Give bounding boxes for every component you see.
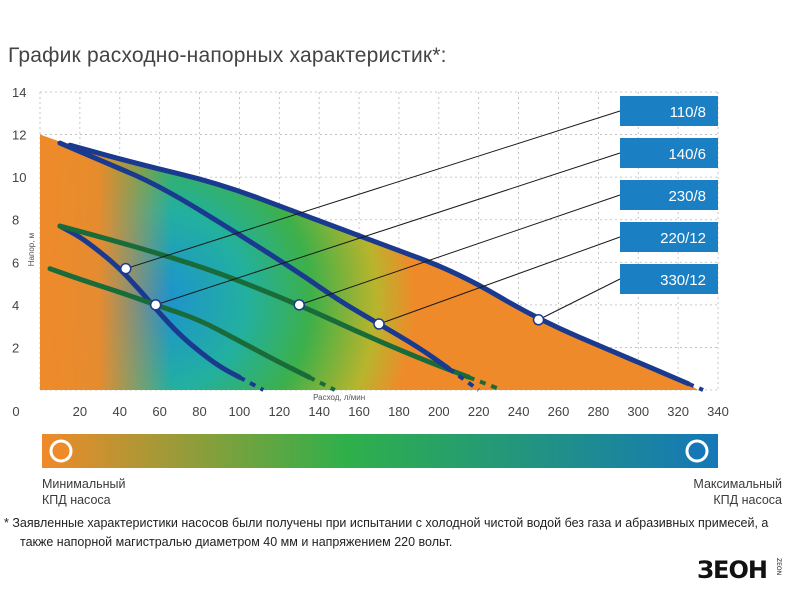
footnote: * Заявленные характеристики насосов были… (4, 514, 800, 552)
series-extension-110-8 (238, 375, 265, 392)
legend-label-330-12: 330/12 (660, 272, 706, 289)
efficiency-gradient-bar (42, 434, 718, 468)
series-extension-140-6 (308, 375, 336, 392)
x-axis-label: Расход, л/мин (313, 393, 365, 402)
max-label-line2: КПД насоса (713, 493, 782, 507)
y-tick-label: 10 (12, 170, 26, 185)
x-tick-label: 20 (73, 404, 87, 419)
footnote-line1: * Заявленные характеристики насосов были… (4, 516, 769, 530)
legend-label-220-12: 220/12 (660, 230, 706, 247)
max-label-line1: Максимальный (693, 477, 782, 491)
x-tick-label: 200 (428, 404, 450, 419)
x-tick-label: 120 (268, 404, 290, 419)
x-tick-label: 60 (152, 404, 166, 419)
x-tick-label: 80 (192, 404, 206, 419)
y-tick-label: 4 (12, 298, 19, 313)
legend-box-140-6 (620, 138, 718, 168)
series-line-330-12 (67, 142, 691, 387)
series-line-220-12 (57, 140, 452, 372)
legend-box-220-12 (620, 222, 718, 252)
operating-area-left-edge (40, 134, 699, 390)
legend-connector-220-12 (378, 236, 621, 325)
y-tick-label: 14 (12, 85, 26, 100)
max-efficiency-label: Максимальный КПД насоса (693, 476, 782, 508)
page-title: График расходно-напорных характеристик*: (8, 44, 447, 67)
y-tick-label: 2 (12, 340, 19, 355)
footnote-line2: также напорной магистралью диаметром 40 … (20, 535, 453, 549)
x-tick-label: 40 (113, 404, 127, 419)
legend-box-110-8 (620, 96, 718, 126)
x-tick-label: 240 (508, 404, 530, 419)
x-tick-label: 0 (12, 404, 19, 419)
min-label-line2: КПД насоса (42, 493, 111, 507)
y-axis-label: Напор, м (27, 233, 36, 266)
legend-connector-330-12 (538, 278, 621, 321)
legend-label-110-8: 110/8 (670, 104, 706, 121)
legend-box-230-8 (620, 180, 718, 210)
min-label-line1: Минимальный (42, 477, 126, 491)
min-efficiency-label: Минимальный КПД насоса (42, 476, 126, 508)
x-tick-label: 160 (348, 404, 370, 419)
y-tick-label: 6 (12, 255, 19, 270)
min-efficiency-marker (49, 439, 73, 463)
zeon-logo: ЗЕОН (697, 556, 768, 584)
series-marker-110-8 (119, 262, 132, 275)
series-marker-140-6 (149, 299, 162, 311)
y-tick-label: 12 (12, 128, 26, 143)
series-marker-230-8 (293, 299, 305, 311)
zeon-logo-sub: ZEON (775, 558, 782, 576)
y-tick-label: 8 (12, 213, 19, 228)
x-tick-label: 280 (588, 404, 610, 419)
legend-label-140-6: 140/6 (668, 146, 706, 163)
max-efficiency-marker (685, 439, 709, 463)
series-marker-220-12 (373, 318, 385, 330)
series-layer (47, 110, 704, 392)
x-tick-label: 340 (707, 404, 729, 419)
series-extension-230-8 (468, 375, 503, 392)
x-tick-label: 180 (388, 404, 410, 419)
x-tick-label: 260 (548, 404, 570, 419)
x-tick-label: 300 (627, 404, 649, 419)
legend-connector-230-8 (299, 194, 621, 306)
legend-connector-140-6 (155, 152, 621, 306)
x-tick-label: 140 (308, 404, 330, 419)
series-line-110-8 (57, 223, 242, 380)
legend: 110/8 140/6 230/8 220/12 330/12 (620, 96, 718, 294)
x-tick-label: 320 (667, 404, 689, 419)
legend-connector-110-8 (125, 110, 621, 270)
legend-box-330-12 (620, 264, 718, 294)
series-extension-330-12 (687, 381, 704, 392)
series-marker-330-12 (532, 314, 545, 326)
legend-label-230-8: 230/8 (668, 188, 706, 205)
x-tick-label: 100 (229, 404, 251, 419)
x-tick-label: 220 (468, 404, 490, 419)
